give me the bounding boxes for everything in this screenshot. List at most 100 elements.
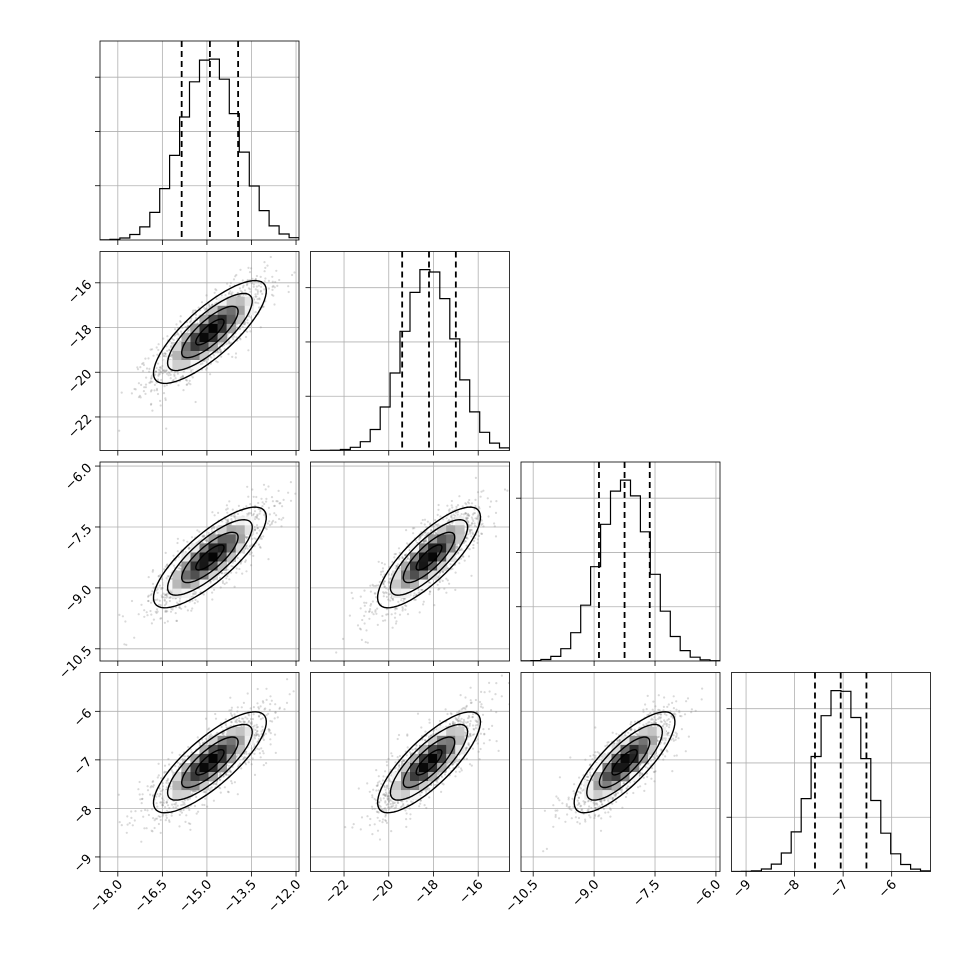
scatter-point: [182, 759, 185, 762]
scatter-point: [227, 292, 230, 295]
scatter-point: [211, 591, 214, 594]
scatter-point: [178, 600, 181, 603]
scatter-point: [233, 585, 236, 588]
scatter-point: [422, 600, 425, 603]
scatter-point: [251, 543, 254, 546]
scatter-point: [234, 515, 237, 518]
scatter-point: [466, 514, 469, 517]
scatter-point: [162, 369, 165, 372]
contour-3: [152, 279, 268, 385]
scatter-point: [253, 510, 257, 513]
scatter-point: [202, 534, 205, 537]
scatter-point: [165, 593, 168, 596]
scatter-point: [359, 628, 362, 631]
scatter-point: [184, 605, 187, 608]
scatter-point: [442, 571, 445, 574]
density-cell: [208, 570, 218, 580]
scatter-point: [245, 546, 248, 549]
scatter-point: [164, 355, 167, 358]
scatter-point: [225, 521, 228, 524]
scatter-point: [165, 801, 168, 804]
scatter-point: [271, 288, 274, 291]
scatter-point: [267, 728, 270, 731]
scatter-point: [428, 590, 432, 593]
scatter-point: [178, 567, 181, 570]
scatter-point: [142, 361, 145, 365]
scatter-point: [220, 725, 223, 729]
scatter-point: [166, 595, 169, 598]
scatter-point: [174, 377, 177, 380]
scatter-point: [493, 522, 496, 525]
scatter-point: [223, 572, 226, 575]
scatter-point: [215, 360, 218, 363]
scatter-point: [256, 527, 259, 530]
scatter-point: [205, 360, 208, 364]
scatter-point: [228, 500, 231, 503]
scatter-point: [160, 378, 163, 382]
scatter-point: [423, 518, 427, 521]
density-cell: [181, 579, 191, 589]
density-cell: [190, 552, 200, 562]
scatter-point: [176, 332, 179, 335]
scatter-point: [165, 384, 168, 387]
scatter-point: [247, 513, 250, 516]
scatter-point: [230, 514, 233, 517]
scatter-point: [245, 544, 248, 547]
scatter-point: [473, 537, 476, 540]
scatter-point: [246, 547, 249, 550]
scatter-point: [164, 609, 167, 612]
scatter-point: [156, 776, 159, 779]
scatter-point: [277, 489, 280, 492]
scatter-point: [446, 579, 449, 582]
scatter-point: [161, 578, 164, 581]
scatter-point: [381, 570, 384, 573]
scatter-point: [395, 607, 398, 610]
scatter-point: [387, 588, 390, 591]
scatter-point: [205, 307, 208, 310]
scatter-point: [231, 291, 234, 294]
scatter-point: [161, 364, 164, 368]
density-cell: [208, 314, 218, 325]
scatter-point: [238, 287, 241, 290]
scatter-point: [411, 527, 414, 530]
scatter-point: [437, 523, 440, 526]
histogram-2: [521, 479, 720, 661]
scatter-point: [181, 374, 184, 377]
scatter-point: [425, 526, 428, 529]
scatter-point: [168, 349, 171, 352]
scatter-point: [165, 593, 168, 597]
scatter-point: [475, 517, 478, 520]
scatter-point: [248, 271, 252, 274]
density-cell: [217, 305, 227, 316]
scatter-point: [160, 777, 163, 780]
scatter-point: [460, 547, 463, 550]
scatter-point: [149, 403, 153, 406]
scatter-point: [250, 747, 253, 750]
scatter-point: [268, 708, 271, 711]
scatter-point: [392, 598, 395, 602]
scatter-point: [208, 303, 211, 306]
scatter-point: [194, 598, 197, 601]
scatter-point: [273, 286, 276, 289]
scatter-point: [156, 591, 159, 594]
scatter-point: [219, 348, 222, 351]
scatter-point: [473, 508, 476, 511]
scatter-point: [386, 613, 389, 616]
scatter-point: [405, 529, 408, 532]
scatter-point: [474, 517, 477, 520]
scatter-point: [396, 563, 400, 566]
scatter-point: [227, 518, 230, 521]
scatter-point: [158, 366, 162, 369]
scatter-point: [179, 320, 182, 323]
scatter-point: [157, 603, 161, 606]
scatter-point: [232, 338, 235, 341]
scatter-point: [161, 586, 164, 589]
scatter-point: [179, 321, 182, 324]
scatter-point: [460, 513, 463, 516]
scatter-point: [246, 330, 249, 333]
scatter-point: [204, 717, 208, 720]
scatter-point: [151, 380, 154, 383]
scatter-point: [137, 396, 141, 399]
scatter-point: [225, 581, 228, 584]
scatter-point: [413, 598, 416, 601]
